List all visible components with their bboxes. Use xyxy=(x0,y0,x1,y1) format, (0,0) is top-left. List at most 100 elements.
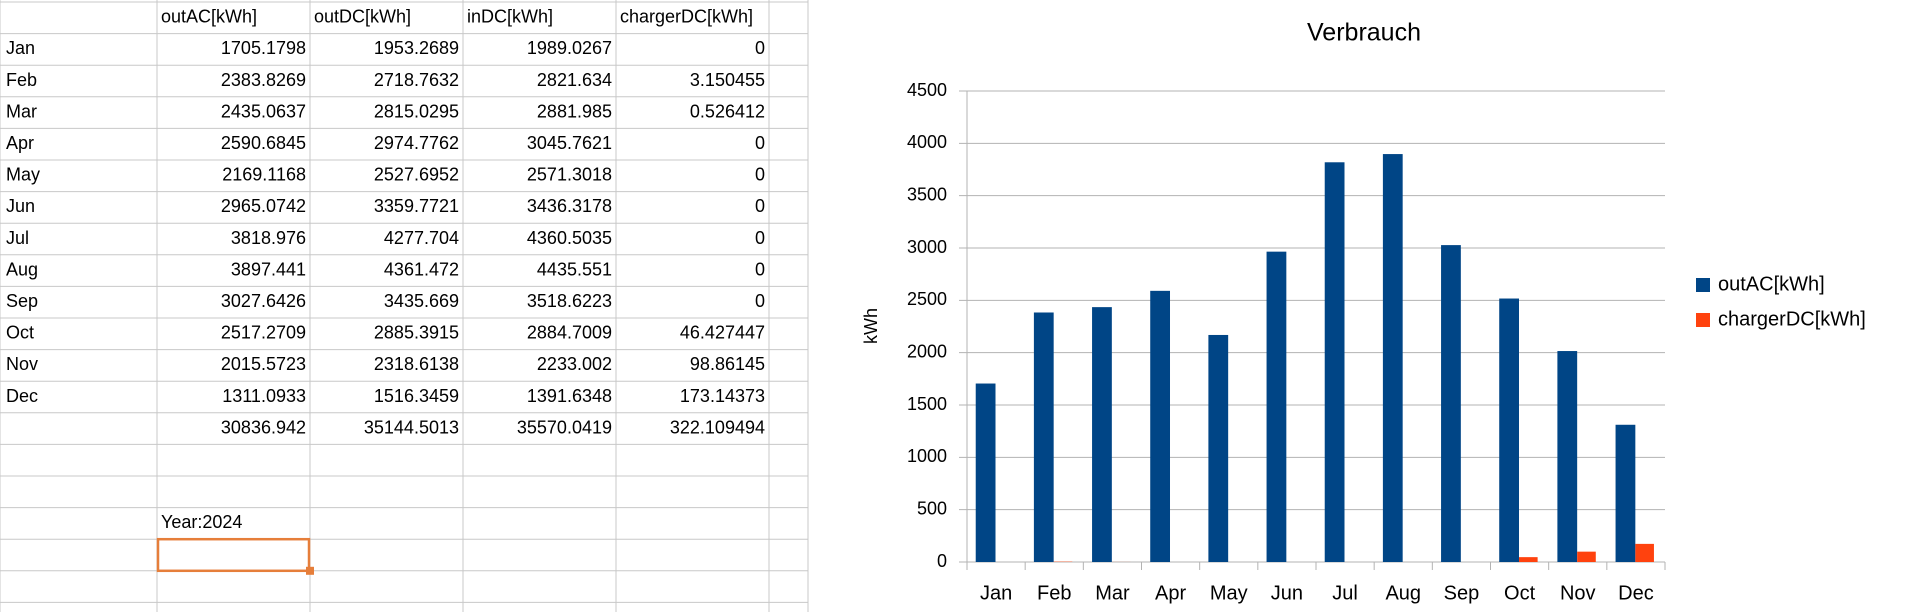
cell: 1516.3459 xyxy=(374,386,459,406)
cell: 2517.2709 xyxy=(221,323,306,343)
year-cell: Year:2024 xyxy=(161,512,242,532)
x-tick-label: Oct xyxy=(1504,582,1536,604)
total-cell: 30836.942 xyxy=(221,417,306,437)
cell: 4435.551 xyxy=(537,259,612,279)
cell: 173.14373 xyxy=(680,386,765,406)
cell: 3897.441 xyxy=(231,259,306,279)
bar xyxy=(1266,251,1287,562)
cell: 2590.6845 xyxy=(221,133,306,153)
cell: 98.86145 xyxy=(690,354,765,374)
row-label: Feb xyxy=(6,70,37,90)
bar xyxy=(1615,424,1636,562)
cell: 3027.6426 xyxy=(221,291,306,311)
bar xyxy=(1382,154,1403,562)
cell: 0 xyxy=(755,228,765,248)
cell: 0 xyxy=(755,133,765,153)
x-tick-label: Jun xyxy=(1271,582,1303,604)
chart-title: Verbrauch xyxy=(1307,19,1421,47)
x-tick-label: Aug xyxy=(1385,582,1421,604)
row-label: May xyxy=(6,165,40,185)
cell: 3435.669 xyxy=(384,291,459,311)
cell: 0 xyxy=(755,196,765,216)
row-label: Nov xyxy=(6,354,38,374)
cell: 0 xyxy=(755,259,765,279)
cell: 3045.7621 xyxy=(527,133,612,153)
cell: 0 xyxy=(755,38,765,58)
row-label: Jul xyxy=(6,228,29,248)
cell: 2571.3018 xyxy=(527,165,612,185)
column-header: inDC[kWh] xyxy=(467,7,553,27)
cell: 2821.634 xyxy=(537,70,612,90)
y-tick-label: 1000 xyxy=(907,446,947,466)
cell: 0 xyxy=(755,291,765,311)
column-header: outDC[kWh] xyxy=(314,7,411,27)
row-label: Oct xyxy=(6,323,34,343)
bar xyxy=(1519,557,1538,562)
bar xyxy=(1324,162,1345,562)
selection-handle xyxy=(306,566,314,575)
bar xyxy=(1577,551,1596,562)
column-header: chargerDC[kWh] xyxy=(620,7,753,27)
total-cell: 322.109494 xyxy=(670,417,765,437)
x-tick-label: Nov xyxy=(1560,582,1596,604)
legend-swatch xyxy=(1696,278,1710,292)
cell: 1953.2689 xyxy=(374,38,459,58)
cell: 46.427447 xyxy=(680,323,765,343)
cell: 2815.0295 xyxy=(374,101,459,121)
bar xyxy=(1557,351,1578,562)
bar xyxy=(1092,307,1112,562)
selected-cell xyxy=(156,537,311,573)
cell: 4277.704 xyxy=(384,228,459,248)
y-tick-label: 4500 xyxy=(907,80,947,100)
y-tick-label: 500 xyxy=(917,498,947,518)
cell: 3.150455 xyxy=(690,70,765,90)
x-tick-label: Dec xyxy=(1618,582,1654,604)
y-tick-label: 1500 xyxy=(907,394,947,414)
cell: 2233.002 xyxy=(537,354,612,374)
y-tick-label: 3000 xyxy=(907,237,947,257)
row-label: Sep xyxy=(6,291,38,311)
cell: 2435.0637 xyxy=(221,101,306,121)
y-tick-label: 4000 xyxy=(907,132,947,152)
cell: 2885.3915 xyxy=(374,323,459,343)
cell: 0.526412 xyxy=(690,101,765,121)
row-label: Jan xyxy=(6,38,35,58)
bar xyxy=(1635,543,1654,562)
legend-swatch xyxy=(1696,313,1710,327)
cell: 4361.472 xyxy=(384,259,459,279)
cell: 1989.0267 xyxy=(527,38,612,58)
cell: 3359.7721 xyxy=(374,196,459,216)
cell: 2884.7009 xyxy=(527,323,612,343)
y-axis-label: kWh xyxy=(861,308,881,344)
x-tick-label: May xyxy=(1210,582,1248,604)
cell: 2974.7762 xyxy=(374,133,459,153)
cell: 3436.3178 xyxy=(527,196,612,216)
column-header: outAC[kWh] xyxy=(161,7,257,27)
row-label: Dec xyxy=(6,386,38,406)
x-tick-label: Feb xyxy=(1037,582,1071,604)
cell: 1705.1798 xyxy=(221,38,306,58)
x-tick-label: Jan xyxy=(980,582,1012,604)
cell: 1311.0933 xyxy=(222,386,306,406)
row-label: Apr xyxy=(6,133,34,153)
cell: 2965.0742 xyxy=(221,196,306,216)
bar xyxy=(1499,298,1520,562)
legend-label: chargerDC[kWh] xyxy=(1718,308,1866,330)
legend-label: outAC[kWh] xyxy=(1718,273,1825,295)
bar xyxy=(1441,245,1461,562)
total-cell: 35144.5013 xyxy=(364,417,459,437)
cell: 3518.6223 xyxy=(527,291,612,311)
x-tick-label: Mar xyxy=(1095,582,1130,604)
cell: 2169.1168 xyxy=(222,165,306,185)
cell: 2718.7632 xyxy=(374,70,459,90)
cell: 2383.8269 xyxy=(221,70,306,90)
cell: 2015.5723 xyxy=(221,354,306,374)
y-tick-label: 2500 xyxy=(907,289,947,309)
cell: 3818.976 xyxy=(231,228,306,248)
cell: 0 xyxy=(755,165,765,185)
total-cell: 35570.0419 xyxy=(517,417,612,437)
bar xyxy=(1208,334,1229,562)
row-label: Aug xyxy=(6,259,38,279)
y-tick-label: 2000 xyxy=(907,341,947,361)
x-tick-label: Sep xyxy=(1444,582,1480,604)
